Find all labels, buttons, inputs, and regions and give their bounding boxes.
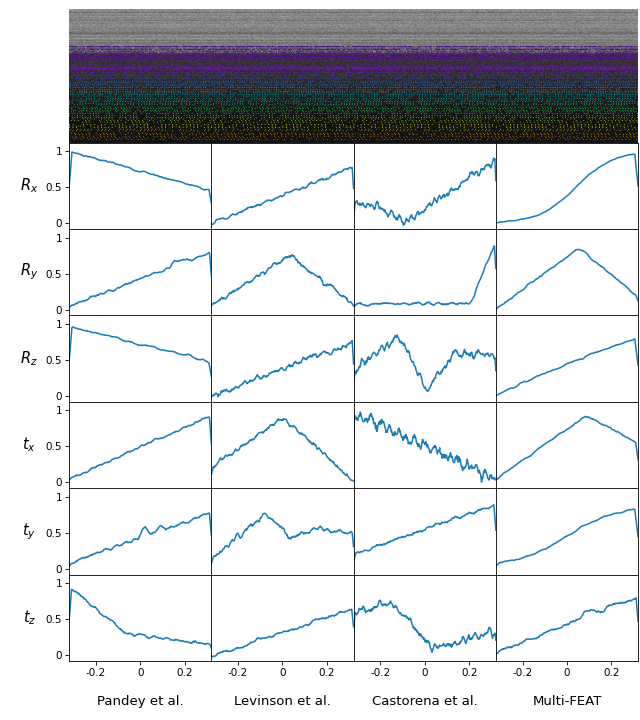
X-axis label: Multi-FEAT: Multi-FEAT xyxy=(532,695,602,708)
Y-axis label: $t_x$: $t_x$ xyxy=(22,436,36,454)
X-axis label: Pandey et al.: Pandey et al. xyxy=(97,695,184,708)
X-axis label: Levinson et al.: Levinson et al. xyxy=(234,695,331,708)
Y-axis label: $R_y$: $R_y$ xyxy=(20,262,38,282)
Y-axis label: $R_x$: $R_x$ xyxy=(20,176,38,195)
Y-axis label: $R_z$: $R_z$ xyxy=(20,349,38,368)
X-axis label: Castorena et al.: Castorena et al. xyxy=(372,695,477,708)
Y-axis label: $t_z$: $t_z$ xyxy=(22,608,36,627)
Y-axis label: $t_y$: $t_y$ xyxy=(22,521,36,541)
